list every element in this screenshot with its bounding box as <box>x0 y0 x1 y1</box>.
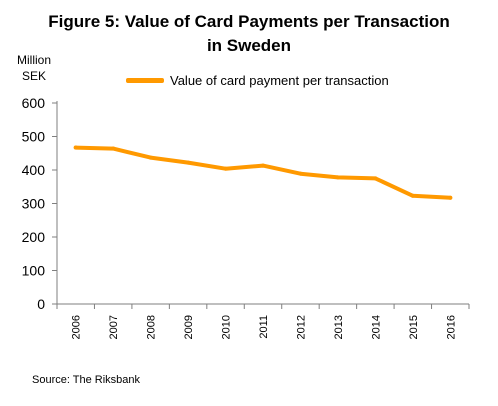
legend-swatch <box>126 77 164 83</box>
x-tick-label: 2015 <box>408 315 420 339</box>
data-point <box>186 160 191 165</box>
x-tick-label: 2010 <box>221 315 233 339</box>
y-axis-unit-label: Million SEK <box>4 52 64 84</box>
y-axis-unit-line-1: Million <box>16 53 51 67</box>
y-tick-label: 500 <box>22 129 46 145</box>
x-tick-label: 2007 <box>108 315 120 339</box>
y-tick-label: 300 <box>22 196 46 212</box>
data-point <box>410 193 415 198</box>
chart-title-line-2: in Sweden <box>206 36 292 55</box>
x-tick-label: 2006 <box>71 315 83 339</box>
x-tick-label: 2012 <box>295 315 307 339</box>
x-tick-label: 2008 <box>146 315 158 339</box>
y-tick-label: 600 <box>22 95 46 111</box>
data-point <box>261 163 265 168</box>
y-axis-unit-line-2: SEK <box>21 69 46 83</box>
data-point <box>448 195 453 200</box>
data-point <box>73 145 78 150</box>
y-tick-label: 0 <box>37 296 45 312</box>
x-tick-label: 2014 <box>370 315 382 339</box>
x-tick-label: 2009 <box>183 315 195 339</box>
x-tick-label: 2011 <box>258 315 270 339</box>
data-point <box>111 146 116 151</box>
legend: Value of card payment per transaction <box>126 71 389 89</box>
chart-title-line-1: Figure 5: Value of Card Payments per Tra… <box>48 12 450 31</box>
legend-label: Value of card payment per transaction <box>170 72 389 88</box>
data-point <box>298 171 303 176</box>
data-point <box>223 166 228 171</box>
chart-title: Figure 5: Value of Card Payments per Tra… <box>0 10 498 58</box>
x-tick-label: 2013 <box>333 315 345 339</box>
data-point <box>373 176 378 181</box>
x-tick-label: 2016 <box>445 315 457 339</box>
y-tick-label: 200 <box>22 229 46 245</box>
y-tick-label: 400 <box>22 162 46 178</box>
series-line <box>73 145 453 200</box>
data-point <box>148 155 153 160</box>
data-point <box>335 175 340 180</box>
source-note: Source: The Riksbank <box>32 374 141 386</box>
y-tick-label: 100 <box>22 263 46 279</box>
